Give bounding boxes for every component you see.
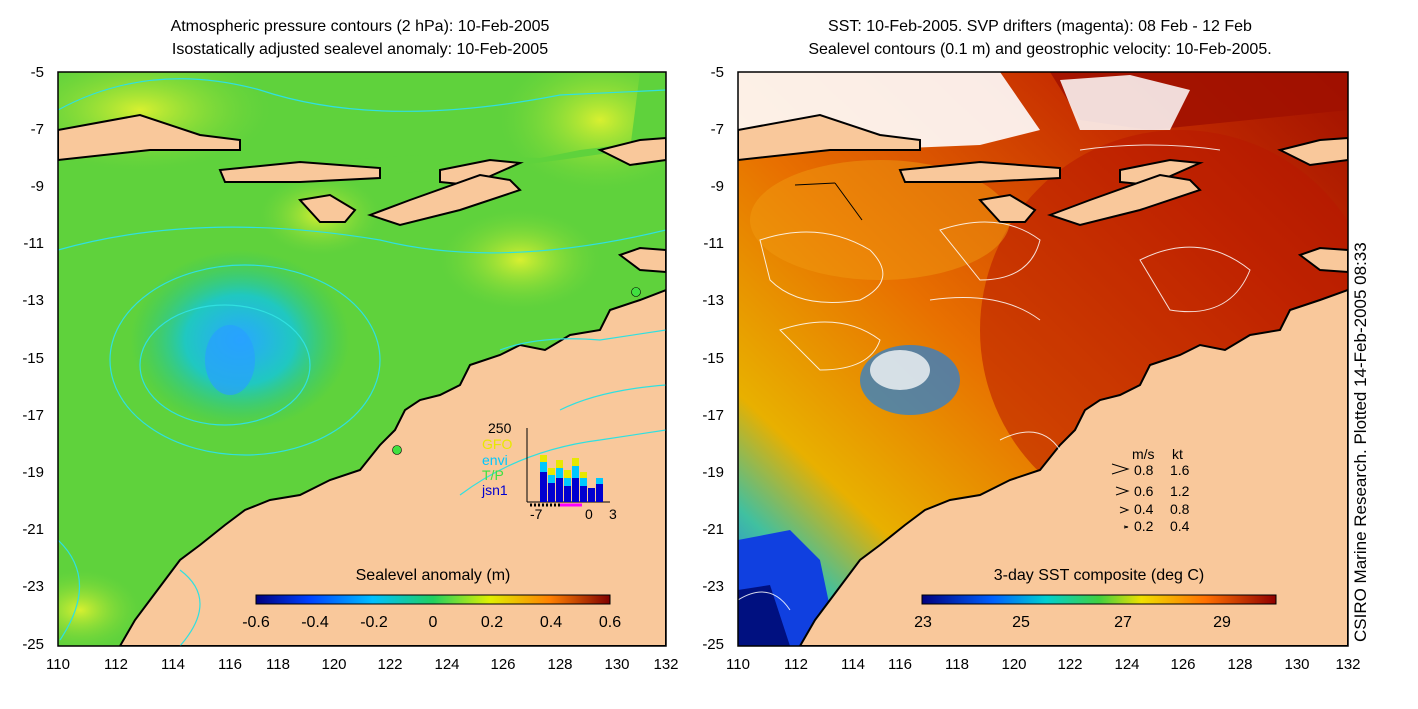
velocity-legend-header-ms: m/s — [1132, 446, 1155, 462]
inset-series-jsn1: jsn1 — [482, 482, 508, 498]
sealevel-colorbar — [255, 594, 611, 605]
inset-ymax-label: 250 — [488, 420, 512, 436]
inset-x-tick: -7 — [530, 506, 543, 522]
x-tick: 128 — [1227, 656, 1253, 673]
colorbar-tick: 25 — [1012, 614, 1030, 631]
x-tick: 116 — [888, 656, 912, 673]
colorbar-tick: 27 — [1114, 614, 1132, 631]
y-tick: -23 — [22, 578, 44, 595]
y-tick: -15 — [22, 350, 44, 367]
y-tick: -7 — [30, 121, 44, 138]
velocity-legend-arrows — [1111, 463, 1130, 529]
x-tick: 120 — [321, 656, 347, 673]
x-tick: 128 — [547, 656, 573, 673]
plot-credit: CSIRO Marine Research. Plotted 14-Feb-20… — [1351, 242, 1370, 642]
y-tick: -21 — [22, 521, 44, 538]
x-tick: 114 — [161, 656, 185, 673]
y-tick: -5 — [30, 64, 44, 81]
x-tick: 110 — [726, 656, 750, 673]
x-tick: 124 — [1114, 656, 1140, 673]
inset-series-envi: envi — [482, 452, 508, 468]
x-tick: 130 — [1284, 656, 1310, 673]
velocity-legend-kt: 0.4 — [1170, 518, 1190, 534]
inset-x-tick: 0 — [585, 506, 593, 522]
y-tick: -19 — [702, 464, 724, 481]
x-tick: 122 — [377, 656, 403, 673]
y-tick: -15 — [702, 350, 724, 367]
velocity-legend-header-kt: kt — [1172, 446, 1183, 462]
x-tick: 118 — [945, 656, 969, 673]
velocity-legend-ms: 0.6 — [1134, 483, 1154, 499]
y-tick: -17 — [702, 407, 724, 424]
y-tick: -13 — [702, 292, 724, 309]
x-tick: 122 — [1057, 656, 1083, 673]
x-tick: 112 — [784, 656, 808, 673]
y-tick: -11 — [703, 235, 724, 252]
velocity-legend-ms: 0.8 — [1134, 462, 1154, 478]
x-tick: 130 — [604, 656, 630, 673]
x-tick: 132 — [653, 656, 679, 673]
y-tick: -23 — [702, 578, 724, 595]
x-tick: 118 — [266, 656, 290, 673]
y-tick: -9 — [710, 178, 724, 195]
y-tick: -5 — [710, 64, 724, 81]
colorbar-tick: 0.6 — [598, 614, 622, 631]
x-tick: 110 — [46, 656, 70, 673]
sealevel-map — [58, 72, 666, 646]
colorbar-tick: -0.4 — [301, 614, 329, 631]
colorbar-tick: -0.2 — [360, 614, 388, 631]
sst-colorbar-title: 3-day SST composite (deg C) — [993, 567, 1205, 584]
y-tick: -19 — [22, 464, 44, 481]
y-tick: -13 — [22, 292, 44, 309]
velocity-legend-ms: 0.4 — [1134, 501, 1154, 517]
y-tick: -25 — [702, 636, 724, 653]
x-tick: 116 — [218, 656, 242, 673]
y-tick: -9 — [30, 178, 44, 195]
x-tick: 126 — [1170, 656, 1196, 673]
x-tick: 132 — [1335, 656, 1361, 673]
left-title-line1: Atmospheric pressure contours (2 hPa): 1… — [170, 18, 550, 35]
y-tick: -17 — [22, 407, 44, 424]
inset-series-tp: T/P — [482, 467, 504, 483]
inset-x-tick: 3 — [609, 506, 617, 522]
velocity-legend-kt: 1.6 — [1170, 462, 1190, 478]
left-title-line2: Isostatically adjusted sealevel anomaly:… — [171, 41, 549, 58]
x-tick: 114 — [841, 656, 865, 673]
altimeter-inset — [526, 428, 610, 507]
colorbar-tick: 0.2 — [480, 614, 504, 631]
y-tick: -25 — [22, 636, 44, 653]
y-tick: -7 — [710, 121, 724, 138]
sst-map — [738, 72, 1348, 646]
right-title-line1: SST: 10-Feb-2005. SVP drifters (magenta)… — [828, 18, 1252, 35]
right-title-line2: Sealevel contours (0.1 m) and geostrophi… — [808, 41, 1272, 58]
velocity-legend-kt: 0.8 — [1170, 501, 1190, 517]
colorbar-tick: 29 — [1213, 614, 1231, 631]
colorbar-tick: 23 — [914, 614, 932, 631]
colorbar-tick: 0.4 — [539, 614, 563, 631]
x-tick: 126 — [490, 656, 516, 673]
y-tick: -11 — [23, 235, 44, 252]
inset-series-gfo: GFO — [482, 436, 513, 452]
sst-colorbar — [921, 594, 1277, 605]
y-tick: -21 — [702, 521, 724, 538]
x-tick: 124 — [434, 656, 460, 673]
velocity-legend-kt: 1.2 — [1170, 483, 1190, 499]
sealevel-colorbar-title: Sealevel anomaly (m) — [355, 567, 511, 584]
velocity-legend-ms: 0.2 — [1134, 518, 1154, 534]
x-tick: 112 — [104, 656, 128, 673]
colorbar-tick: -0.6 — [242, 614, 270, 631]
x-tick: 120 — [1001, 656, 1027, 673]
colorbar-tick: 0 — [428, 614, 438, 631]
